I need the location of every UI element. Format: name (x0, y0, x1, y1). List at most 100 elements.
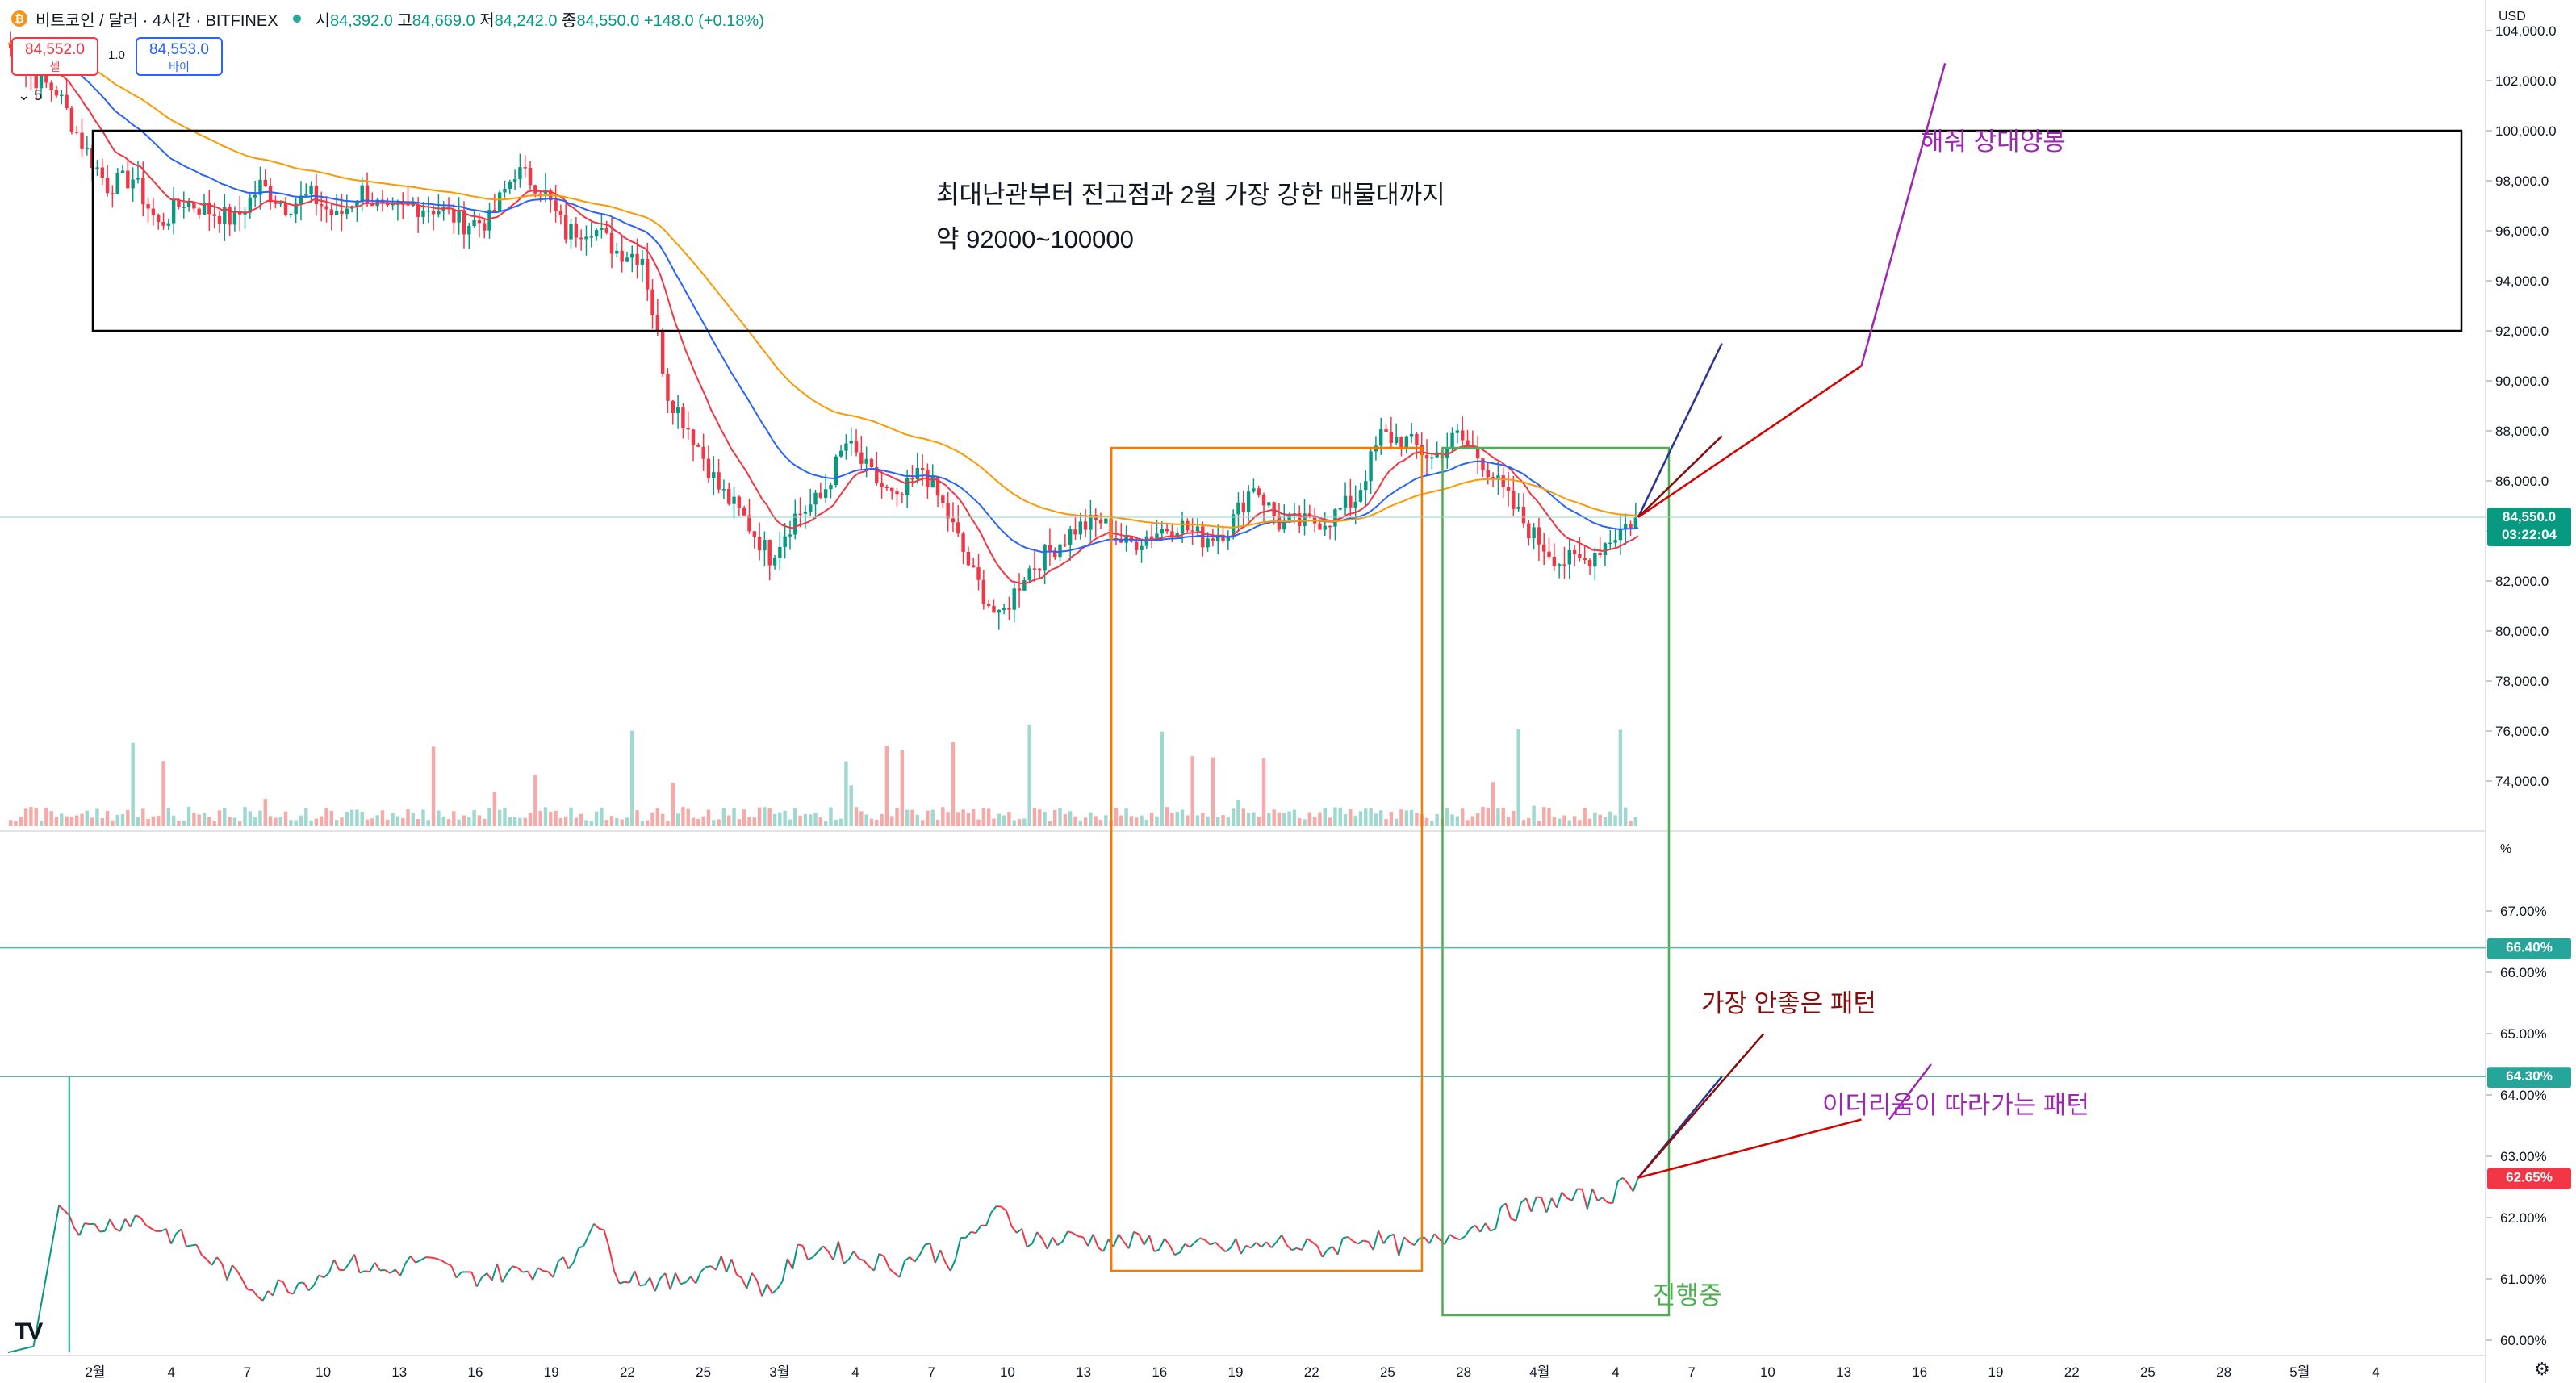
buy-button[interactable]: 84,553.0 바이 (136, 37, 223, 76)
price-axis[interactable]: 104,000.0 102,000.0 100,000.0 98,000.0 96,00… (2486, 23, 2557, 789)
volume-bar (8, 820, 13, 826)
dominance-segment (1021, 1228, 1028, 1247)
volume-bar (166, 807, 171, 826)
currency-label[interactable]: USD (2499, 10, 2526, 23)
volume-bar (508, 817, 512, 826)
dominance-segment (307, 1285, 315, 1292)
candle-body (646, 259, 650, 290)
candle-body (503, 188, 507, 193)
candle-body (1384, 429, 1388, 432)
time-tick-label: 22 (620, 1364, 635, 1380)
candle-body (844, 443, 848, 451)
volume-bar (854, 807, 859, 826)
volume-bar (512, 817, 517, 826)
price-tick-label: 102,000.0 (2495, 73, 2557, 89)
bitcoin-icon: ₿ (11, 10, 27, 27)
volume-bar (1180, 809, 1185, 826)
volume-bar (660, 813, 665, 826)
candle-body (212, 214, 216, 216)
candle-body (157, 215, 161, 223)
dominance-segment (1353, 1240, 1359, 1245)
dominance-segment (613, 1271, 621, 1285)
candle-body (1491, 477, 1495, 480)
gear-icon[interactable]: ⚙ (2534, 1359, 2550, 1379)
dominance-segment (28, 1345, 34, 1349)
candle-body (1231, 514, 1236, 537)
dominance-segment (1286, 1244, 1293, 1251)
dominance-segment (226, 1264, 233, 1281)
volume-bar (1516, 729, 1520, 826)
volume-bar (1613, 815, 1617, 826)
candle-body (574, 224, 579, 238)
candle-body (192, 201, 196, 209)
price-tick-label: 74,000.0 (2495, 774, 2549, 789)
drawings-layer[interactable] (0, 62, 2486, 1317)
dominance-segment (343, 1262, 350, 1271)
candle-body (783, 536, 787, 547)
dominance-projection-line (1637, 1033, 1765, 1179)
price-tick-label: 90,000.0 (2495, 374, 2549, 389)
indicators-toggle[interactable]: ⌄ 5 (18, 87, 42, 104)
symbol-header[interactable]: ₿ 비트코인 / 달러 · 4시간 · BITFINEX 시84,392.0 고… (0, 0, 764, 37)
candle-body (788, 534, 792, 537)
candle-body (1415, 433, 1419, 446)
candle-body (1353, 501, 1357, 508)
symbol-title[interactable]: 비트코인 / 달러 · 4시간 · BITFINEX (36, 11, 278, 30)
candle-body (483, 223, 487, 231)
volume-bar (283, 811, 288, 826)
candle-body (75, 132, 79, 133)
dominance-segment (1027, 1243, 1033, 1247)
dominance-segment (898, 1260, 905, 1278)
dominance-segment (567, 1261, 575, 1270)
volume-bar (1022, 818, 1027, 826)
time-tick-label: 28 (2216, 1364, 2231, 1380)
dominance-segment (1164, 1238, 1171, 1246)
volume-bar (1226, 817, 1231, 826)
candle-body (304, 194, 308, 196)
candle-body (309, 185, 313, 194)
volume-bar (487, 808, 491, 826)
dominance-segment (776, 1281, 784, 1289)
candle-body (803, 512, 808, 514)
volume-bar (161, 761, 165, 826)
dominance-segment (135, 1214, 141, 1218)
candle-body (859, 452, 864, 464)
sell-button[interactable]: 84,552.0 셀 (11, 37, 98, 76)
candle-body (1424, 455, 1429, 459)
change-value: +148.0 (+0.18%) (643, 11, 764, 30)
candle-body (630, 253, 634, 258)
volume-bar (365, 819, 370, 826)
dominance-segment (1530, 1197, 1537, 1213)
candle-body (1119, 539, 1123, 543)
volume-bar (910, 809, 914, 826)
dominance-segment (516, 1267, 524, 1273)
dominance-segment (450, 1265, 458, 1279)
candle-body (1587, 560, 1592, 567)
dominance-segment (736, 1273, 742, 1279)
candle-body (1155, 533, 1159, 540)
candle-body (105, 178, 110, 194)
dominance-segment (1525, 1197, 1533, 1213)
dominance-segment (1006, 1210, 1013, 1227)
close-value: 84,550.0 (576, 11, 640, 30)
volume-bar (1567, 820, 1571, 826)
candle-body (900, 494, 905, 495)
volume-bar (278, 817, 282, 826)
volume-bar (788, 819, 792, 826)
candle-body (1461, 430, 1465, 441)
dominance-segment (598, 1227, 604, 1231)
volume-bar (772, 813, 777, 826)
candle-body (946, 503, 950, 519)
volume-bar (671, 783, 675, 826)
volume-bar (1241, 808, 1245, 826)
percent-axis[interactable]: 67.00% 66.00% 65.00% 64.00% 63.00% 62.00% 61.0… (2486, 904, 2547, 1348)
volume-bar (492, 792, 497, 826)
candle-body (274, 202, 278, 204)
dominance-segment (272, 1279, 279, 1296)
time-tick-label: 25 (2140, 1364, 2156, 1380)
tradingview-logo-icon[interactable]: TV (15, 1318, 43, 1345)
time-axis[interactable]: 2월 4 7 10 13 16 19 22 25 3월 4 7 10 13 16 19 22 25 28 4월 4 7 10… (85, 1364, 2379, 1380)
volume-bar (752, 817, 756, 826)
dominance-segment (649, 1277, 656, 1292)
